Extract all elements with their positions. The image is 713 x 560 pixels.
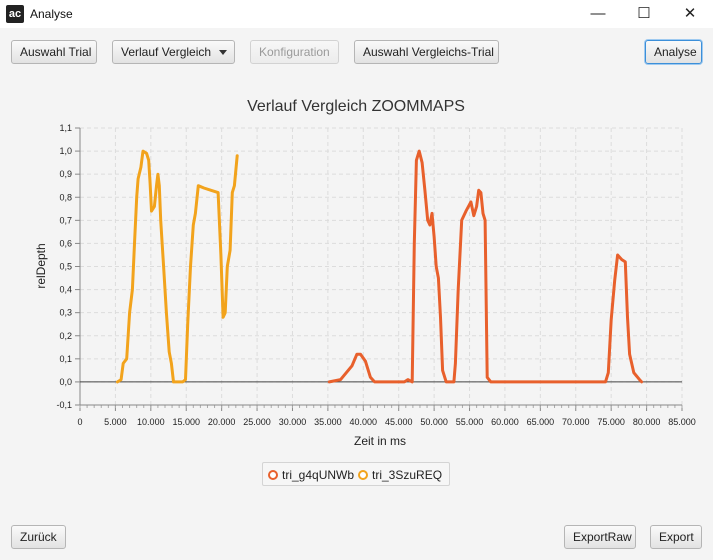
- chart-series: [116, 149, 644, 384]
- x-tick-label: 85.000: [668, 417, 696, 427]
- export-raw-label: ExportRaw: [573, 530, 632, 544]
- export-raw-button[interactable]: ExportRaw: [564, 525, 636, 549]
- select-compare-trial-label: Auswahl Vergleichs-Trial: [363, 45, 494, 59]
- legend-label-series-1: tri_g4qUNWb: [282, 468, 355, 482]
- export-label: Export: [659, 530, 694, 544]
- select-trial-button[interactable]: Auswahl Trial: [11, 40, 97, 64]
- legend-item-series-1: tri_g4qUNWb: [268, 468, 354, 482]
- chevron-down-icon: [219, 50, 228, 56]
- x-axis-label: Zeit in ms: [354, 434, 406, 448]
- x-tick-label: 0: [77, 417, 82, 427]
- compare-mode-label: Verlauf Vergleich: [121, 45, 212, 59]
- x-tick-label: 60.000: [491, 417, 519, 427]
- analyse-label: Analyse: [654, 45, 697, 59]
- x-tick-label: 30.000: [279, 417, 307, 427]
- y-tick-label: 0,8: [59, 192, 72, 202]
- legend-marker-icon: [358, 470, 368, 480]
- x-tick-label: 15.000: [172, 417, 200, 427]
- x-tick-label: 40.000: [350, 417, 378, 427]
- legend-marker-icon: [268, 470, 278, 480]
- app-logo-icon: ac: [6, 5, 24, 23]
- y-tick-label: 0,1: [59, 354, 72, 364]
- y-tick-label: 0,4: [59, 285, 72, 295]
- series-line-2: [116, 149, 239, 384]
- x-tick-label: 45.000: [385, 417, 413, 427]
- maximize-icon[interactable]: ☐: [637, 5, 651, 22]
- select-trial-label: Auswahl Trial: [20, 45, 92, 59]
- back-button[interactable]: Zurück: [11, 525, 66, 549]
- y-tick-label: 0,7: [59, 215, 72, 225]
- chart-title: Verlauf Vergleich ZOOMMAPS: [247, 98, 465, 115]
- y-tick-label: -0,1: [56, 400, 72, 410]
- x-tick-label: 20.000: [208, 417, 236, 427]
- minimize-icon[interactable]: —: [590, 5, 606, 22]
- close-icon[interactable]: ✕: [683, 5, 697, 22]
- x-tick-label: 35.000: [314, 417, 342, 427]
- line-chart: -0,1 0,0 0,1 0,2 0,3 0,4 0,5 0,6 0,7 0,8 0,9 1,0 1,1…: [34, 98, 696, 448]
- x-tick-label: 75.000: [597, 417, 625, 427]
- y-tick-label: 0,0: [59, 377, 72, 387]
- y-tick-label: 0,5: [59, 262, 72, 272]
- x-tick-label: 25.000: [243, 417, 271, 427]
- chart-legend: tri_g4qUNWb tri_3SzuREQ: [262, 462, 450, 486]
- y-tick-label: 0,2: [59, 331, 72, 341]
- select-compare-trial-button[interactable]: Auswahl Vergleichs-Trial: [354, 40, 499, 64]
- x-tick-label: 65.000: [527, 417, 555, 427]
- configuration-button[interactable]: Konfiguration: [250, 40, 339, 64]
- x-tick-label: 10.000: [137, 417, 165, 427]
- y-tick-label: 1,0: [59, 146, 72, 156]
- analyse-button[interactable]: Analyse: [645, 40, 702, 64]
- x-tick-label: 80.000: [633, 417, 661, 427]
- y-tick-label: 1,1: [59, 123, 72, 133]
- x-tick-label: 55.000: [456, 417, 484, 427]
- configuration-label: Konfiguration: [259, 45, 330, 59]
- series-line-1: [327, 149, 644, 384]
- x-tick-label: 5.000: [104, 417, 127, 427]
- y-axis-label: relDepth: [34, 243, 48, 288]
- y-tick-label: 0,6: [59, 238, 72, 248]
- x-tick-label: 70.000: [562, 417, 590, 427]
- window-title: Analyse: [30, 7, 73, 21]
- y-tick-label: 0,9: [59, 169, 72, 179]
- legend-item-series-2: tri_3SzuREQ: [358, 468, 442, 482]
- compare-mode-dropdown[interactable]: Verlauf Vergleich: [112, 40, 235, 64]
- legend-label-series-2: tri_3SzuREQ: [372, 468, 443, 482]
- chart-grid: [79, 127, 683, 406]
- title-bar: ac Analyse — ☐ ✕: [0, 0, 713, 28]
- back-label: Zurück: [20, 530, 57, 544]
- x-tick-label: 50.000: [420, 417, 448, 427]
- y-tick-label: 0,3: [59, 308, 72, 318]
- export-button[interactable]: Export: [650, 525, 702, 549]
